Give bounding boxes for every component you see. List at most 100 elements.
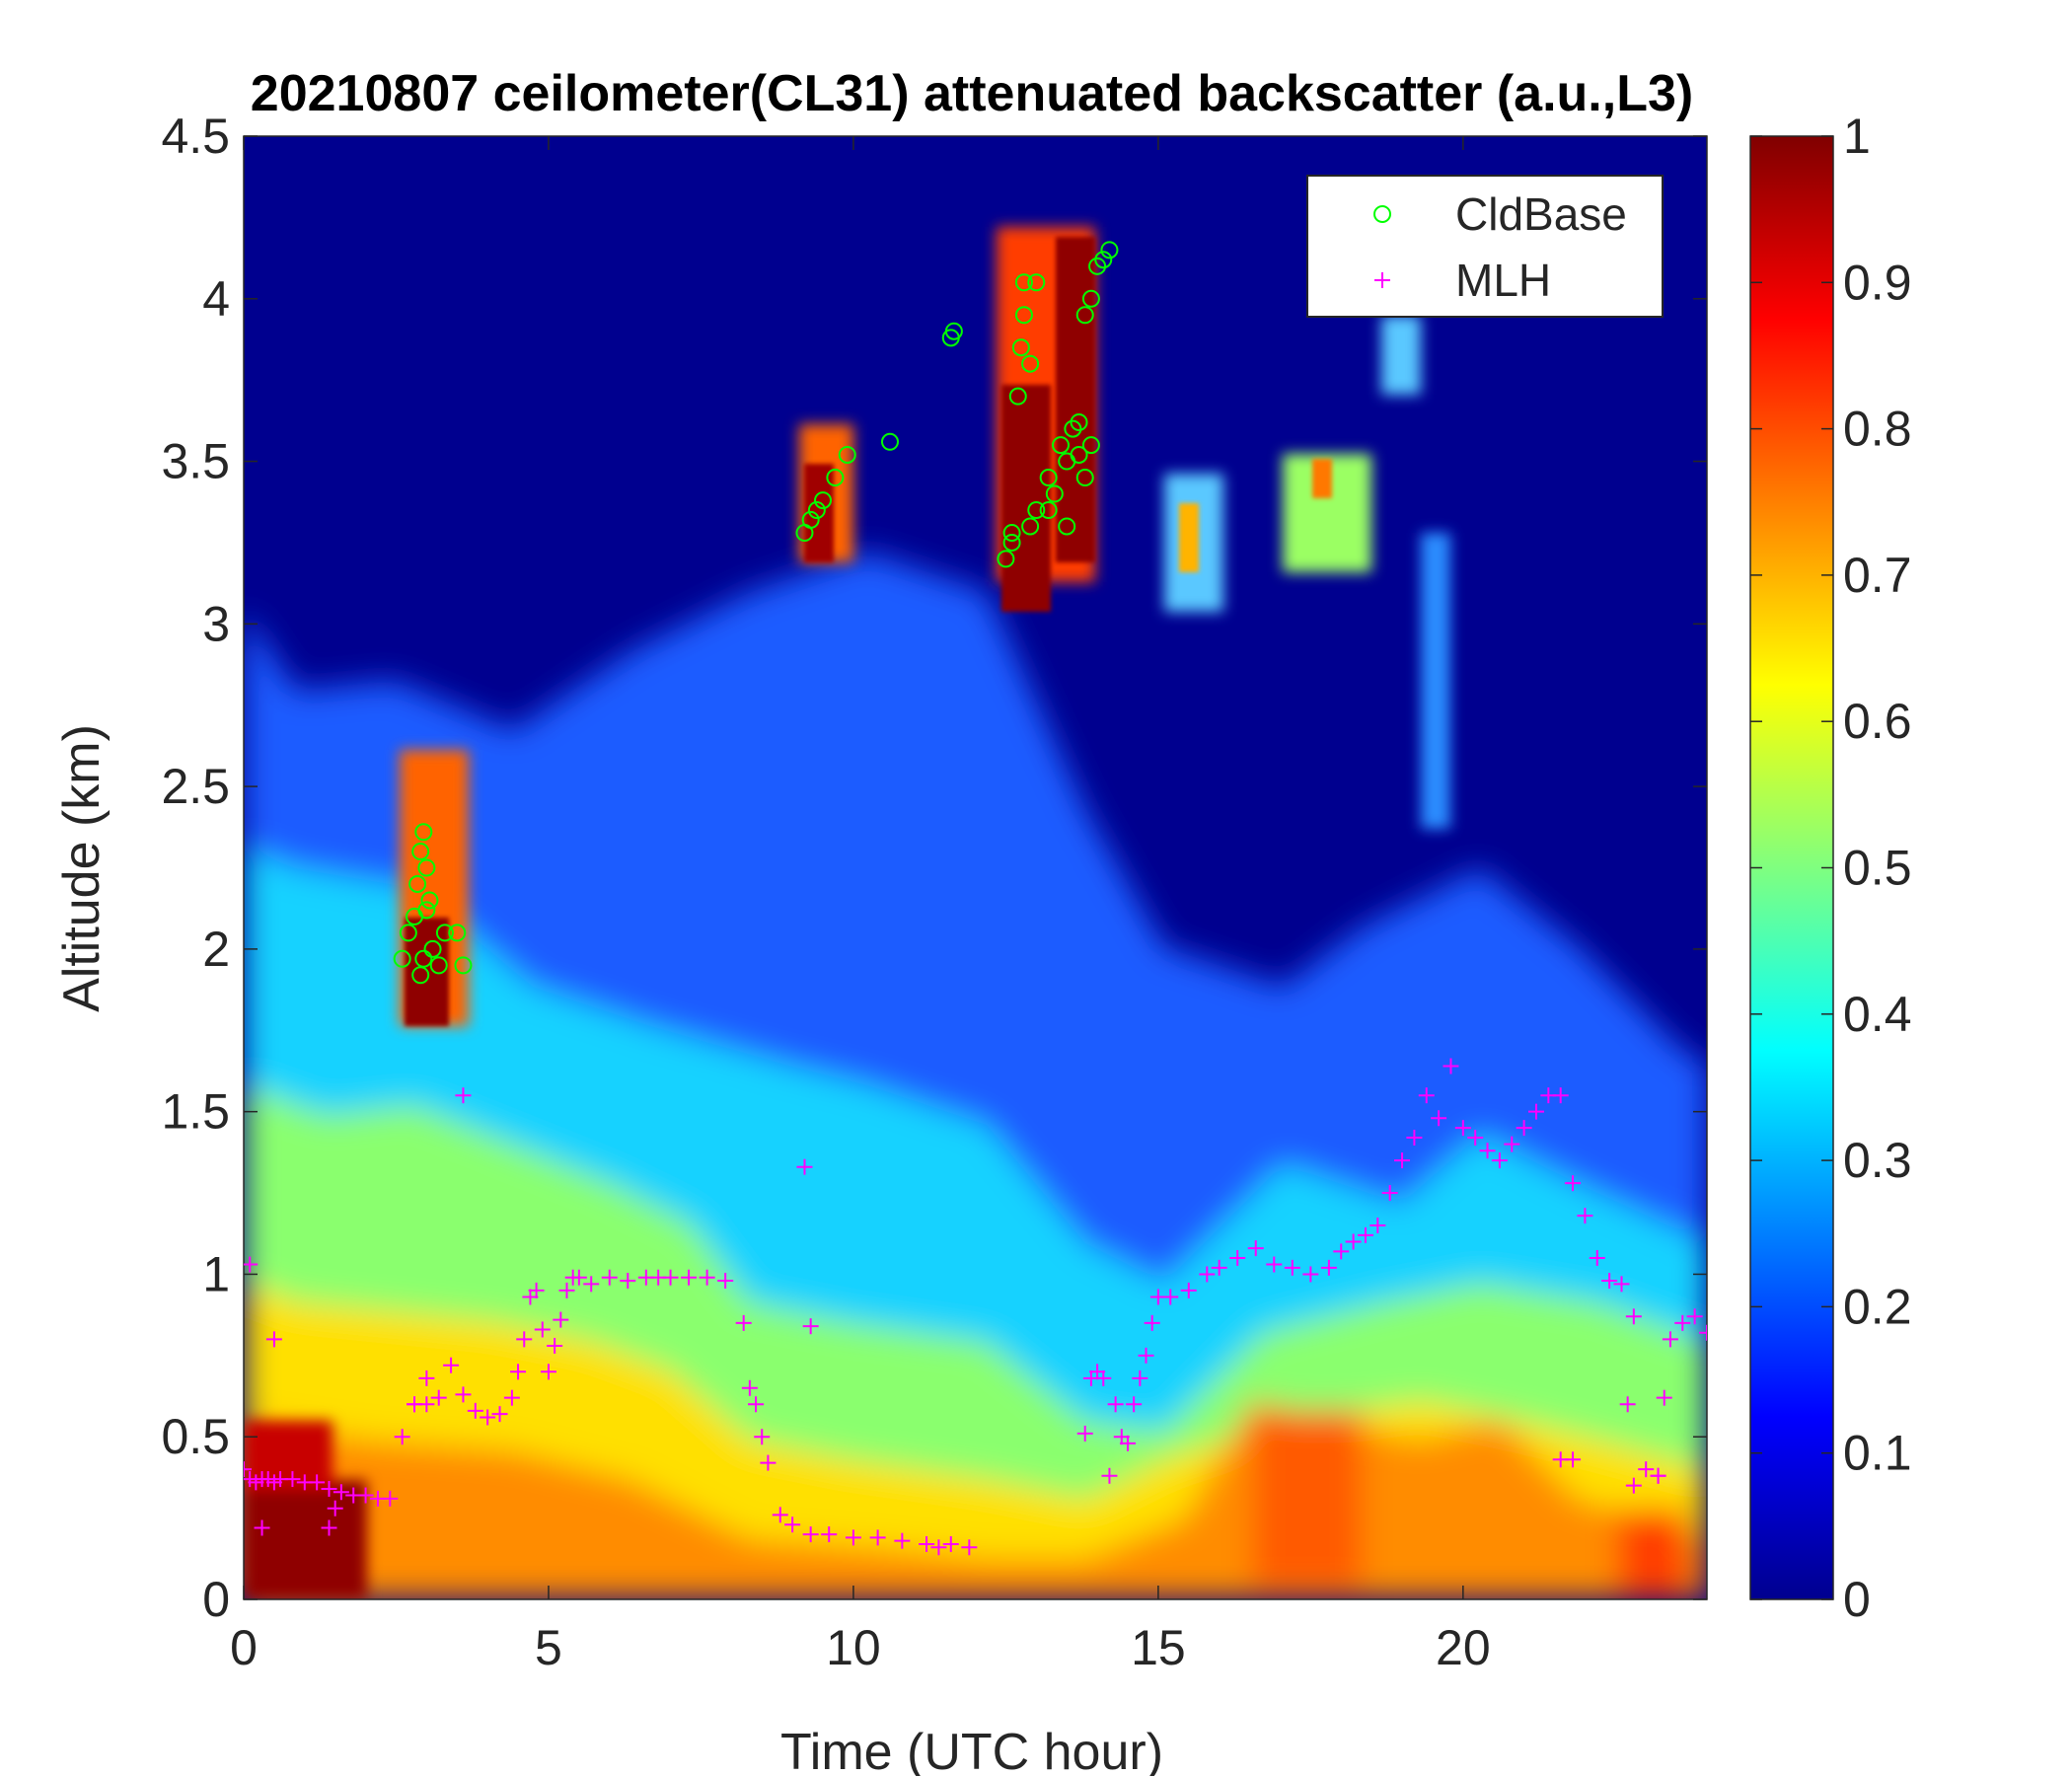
- mlh-point: [443, 1357, 460, 1373]
- cldbase-point: [1088, 257, 1107, 275]
- chart-title: 20210807 ceilometer(CL31) attenuated bac…: [251, 65, 1693, 122]
- cldbase-point: [1058, 517, 1076, 536]
- colorbar-tick-label: 0.8: [1843, 402, 1912, 457]
- mlh-point: [455, 1087, 472, 1104]
- cldbase-point: [826, 469, 845, 487]
- cldbase-point: [1008, 387, 1027, 406]
- y-tick-label: 1: [202, 1246, 230, 1301]
- mlh-point: [1662, 1331, 1678, 1348]
- mlh-point: [1229, 1249, 1246, 1266]
- colorbar-tick-label: 0: [1843, 1572, 1871, 1627]
- mlh-point: [254, 1519, 270, 1536]
- mlh-point: [1504, 1136, 1520, 1152]
- mlh-point: [1101, 1467, 1118, 1484]
- mlh-point: [681, 1269, 698, 1286]
- cldbase-point: [1075, 469, 1094, 487]
- cldbase-point: [1021, 517, 1040, 536]
- mlh-point: [1113, 1429, 1130, 1445]
- mlh-point: [1431, 1110, 1447, 1127]
- cldbase-point: [1052, 436, 1071, 455]
- colorbar-tick-label: 0.4: [1843, 987, 1912, 1042]
- colorbar-tick-label: 0.2: [1843, 1279, 1912, 1334]
- y-tick-label: 2.5: [161, 759, 230, 814]
- cldbase-point: [801, 510, 820, 529]
- mlh-point: [620, 1273, 636, 1290]
- mlh-point: [1577, 1208, 1593, 1224]
- mlh-point: [717, 1273, 734, 1290]
- cldbase-point: [417, 858, 436, 877]
- surface-red-patch-2: [1618, 1510, 1687, 1598]
- x-tick-label: 10: [826, 1620, 881, 1675]
- y-tick-label: 4: [202, 271, 230, 327]
- mlh-point: [455, 1386, 472, 1403]
- mlh-point: [845, 1529, 861, 1546]
- colorbar-tick-label: 0.6: [1843, 694, 1912, 749]
- y-tick-label: 3.5: [161, 434, 230, 489]
- mlh-point: [1180, 1282, 1197, 1298]
- mlh-point: [491, 1406, 508, 1423]
- cldbase-point: [414, 949, 433, 968]
- cldbase-point: [448, 924, 467, 942]
- mlh-point: [772, 1507, 788, 1523]
- aloft-cloud-20h: [1421, 533, 1450, 829]
- mlh-point: [570, 1269, 587, 1286]
- mlh-point: [321, 1480, 337, 1497]
- aloft-cloud-core-15h: [1179, 503, 1199, 572]
- x-tick-label: 20: [1436, 1620, 1491, 1675]
- cldbase-point: [411, 966, 430, 985]
- cldbase-point: [838, 445, 856, 464]
- mlh-point: [894, 1532, 911, 1549]
- cldbase-point: [1027, 273, 1046, 292]
- mlh-point: [662, 1269, 679, 1286]
- cldbase-point: [420, 891, 439, 910]
- mlh-point: [1479, 1143, 1496, 1159]
- mlh-point: [1357, 1226, 1373, 1243]
- mlh-point: [1589, 1249, 1605, 1266]
- mlh-point: [558, 1282, 575, 1298]
- mlh-point: [748, 1396, 765, 1413]
- mlh-point: [802, 1318, 819, 1335]
- mlh-point: [516, 1331, 533, 1348]
- mlh-point: [528, 1282, 545, 1298]
- mlh-point: [1162, 1289, 1179, 1305]
- mlh-point: [1443, 1058, 1459, 1074]
- cldbase-point: [1002, 524, 1021, 543]
- mlh-point: [1284, 1259, 1300, 1276]
- mlh-point: [357, 1487, 374, 1504]
- mlh-point: [1625, 1308, 1642, 1325]
- cldbase-point: [1039, 469, 1058, 487]
- mlh-point: [735, 1314, 752, 1331]
- mlh-point: [1454, 1120, 1471, 1137]
- mlh-point: [327, 1500, 343, 1517]
- y-tick-label: 0.5: [161, 1409, 230, 1464]
- mlh-point: [1527, 1103, 1544, 1120]
- cldbase-series: [393, 241, 1119, 985]
- colorbar-tick-label: 1: [1843, 109, 1871, 164]
- mlh-point: [309, 1474, 326, 1491]
- mlh-point: [754, 1429, 771, 1445]
- mlh-series: [244, 1058, 1707, 1556]
- mlh-point: [503, 1389, 520, 1406]
- legend-mlh-marker: [1374, 272, 1390, 288]
- mlh-point: [1650, 1467, 1666, 1484]
- mlh-point: [919, 1535, 935, 1552]
- cldbase-point: [1045, 484, 1064, 503]
- mlh-point: [1491, 1152, 1508, 1169]
- cldbase-point: [1011, 338, 1030, 357]
- legend-cldbase-marker: [1373, 205, 1391, 223]
- cldbase-point: [814, 491, 833, 510]
- mlh-point: [467, 1402, 483, 1419]
- mlh-point: [796, 1158, 813, 1175]
- cldbase-point: [414, 823, 433, 842]
- backscatter-heatmap: [244, 136, 1707, 1599]
- legend: CldBase MLH: [1306, 175, 1664, 318]
- cldbase-point: [423, 939, 442, 958]
- mlh-point: [1144, 1314, 1160, 1331]
- mlh-point: [583, 1276, 600, 1293]
- cloud-core-13h-a: [1001, 385, 1051, 612]
- y-tick-label: 4.5: [161, 109, 230, 164]
- cldbase-point: [1021, 354, 1040, 373]
- cldbase-point: [1027, 500, 1046, 519]
- mlh-point: [601, 1269, 618, 1286]
- mlh-point: [741, 1379, 758, 1396]
